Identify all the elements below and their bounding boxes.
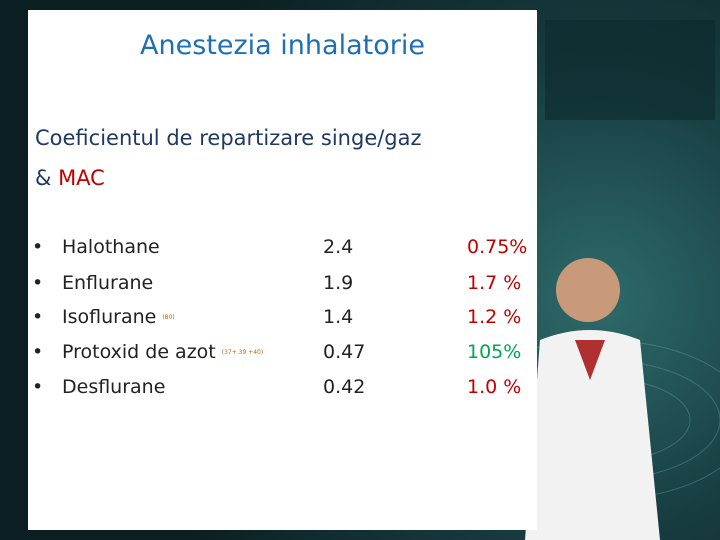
- bullet: •: [32, 341, 44, 363]
- row: • Desflurane 0.42 1.0 %: [0, 376, 540, 410]
- heading-highlight: MAC: [58, 166, 105, 190]
- row: • Enflurane 1.9 1.7 %: [0, 272, 540, 306]
- note: (37+ 39 +40): [221, 349, 264, 356]
- heading-line: & MAC: [35, 166, 105, 190]
- bullet: •: [32, 306, 44, 328]
- bullet: •: [32, 376, 44, 398]
- coefficient: 0.47: [323, 341, 366, 363]
- coefficient: 1.9: [323, 272, 354, 294]
- name: Halothane: [62, 236, 160, 258]
- name: Protoxid de azot (37+ 39 +40): [62, 341, 263, 363]
- heading-line: Coeficientul de repartizare singe/gaz: [35, 126, 422, 150]
- name-text: Enflurane: [62, 272, 154, 294]
- name-text: Protoxid de azot: [62, 341, 216, 363]
- mac: 1.2 %: [467, 306, 522, 328]
- note: (80): [162, 314, 175, 321]
- coefficient: 0.42: [323, 376, 366, 398]
- coefficient: 1.4: [323, 306, 354, 328]
- mac: 0.75%: [467, 236, 528, 258]
- mac: 1.0 %: [467, 376, 522, 398]
- bullet: •: [32, 236, 44, 258]
- row: • Protoxid de azot (37+ 39 +40) 0.47 105%: [0, 341, 540, 375]
- bullet: •: [32, 272, 44, 294]
- name-text: Halothane: [62, 236, 160, 258]
- name: Isoflurane (80): [62, 306, 175, 328]
- slide-title: Anestezia inhalatorie: [140, 30, 425, 61]
- row: • Isoflurane (80) 1.4 1.2 %: [0, 306, 540, 340]
- name: Desflurane: [62, 376, 165, 398]
- mac: 105%: [467, 341, 522, 363]
- row: • Halothane 2.4 0.75%: [0, 236, 540, 270]
- mac: 1.7 %: [467, 272, 522, 294]
- heading-prefix: &: [35, 166, 59, 190]
- coefficient: 2.4: [323, 236, 354, 258]
- name: Enflurane: [62, 272, 153, 294]
- content-panel: [28, 10, 537, 530]
- name-text: Desflurane: [62, 376, 166, 398]
- name-text: Isoflurane: [62, 306, 157, 328]
